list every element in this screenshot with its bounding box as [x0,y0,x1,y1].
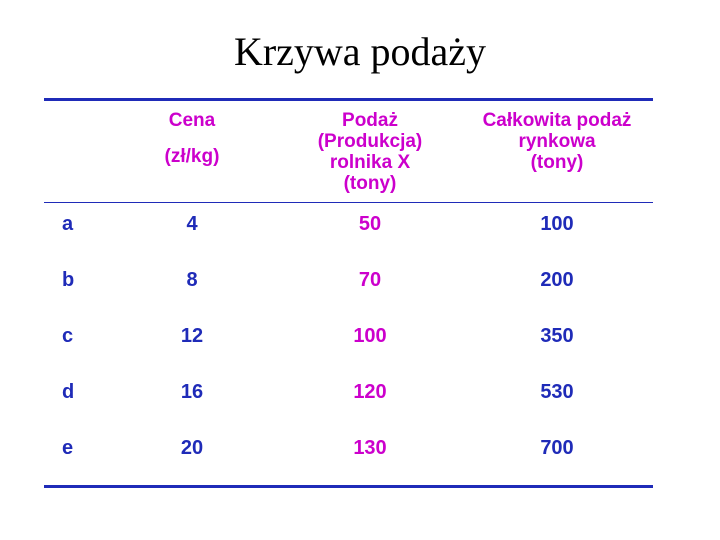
header-price-line-2: (zł/kg) [164,146,220,167]
header-farm-line-1: Podaż [342,110,398,131]
row-label: e [62,437,74,459]
total-supply-cell: 530 [540,381,574,403]
row-label: a [62,213,74,235]
total-supply-cell: 700 [540,437,574,459]
farm-supply-cell: 70 [358,269,382,291]
price-cell: 16 [180,381,204,403]
table-bottom-rule [44,485,653,488]
slide-title: Krzywa podaży [233,29,487,74]
table-top-rule [44,98,653,101]
farm-supply-cell: 120 [353,381,387,403]
price-cell: 4 [186,213,198,235]
farm-supply-cell: 130 [353,437,387,459]
farm-supply-cell: 100 [353,325,387,347]
row-label: c [62,325,74,347]
header-farm-line-4: (tony) [343,173,397,194]
header-divider-rule [44,202,653,203]
header-total-line-2: rynkowa [518,131,596,152]
price-cell: 20 [180,437,204,459]
farm-supply-cell: 50 [358,213,382,235]
total-supply-cell: 200 [540,269,574,291]
header-total-line-3: (tony) [530,152,584,173]
price-cell: 8 [186,269,198,291]
header-farm-line-3: rolnika X [329,152,411,173]
total-supply-cell: 100 [540,213,574,235]
header-price-line-1: Cena [168,110,216,131]
header-price: Cena (zł/kg) [132,110,252,167]
row-label: b [62,269,75,291]
total-supply-cell: 350 [540,325,574,347]
header-total-line-1: Całkowita podaż [482,110,632,131]
row-label: d [62,381,75,403]
header-total-supply: Całkowita podaż rynkowa (tony) [462,110,652,173]
price-cell: 12 [180,325,204,347]
header-farm-supply: Podaż (Produkcja) rolnika X (tony) [290,110,450,194]
header-farm-line-2: (Produkcja) [317,131,423,152]
